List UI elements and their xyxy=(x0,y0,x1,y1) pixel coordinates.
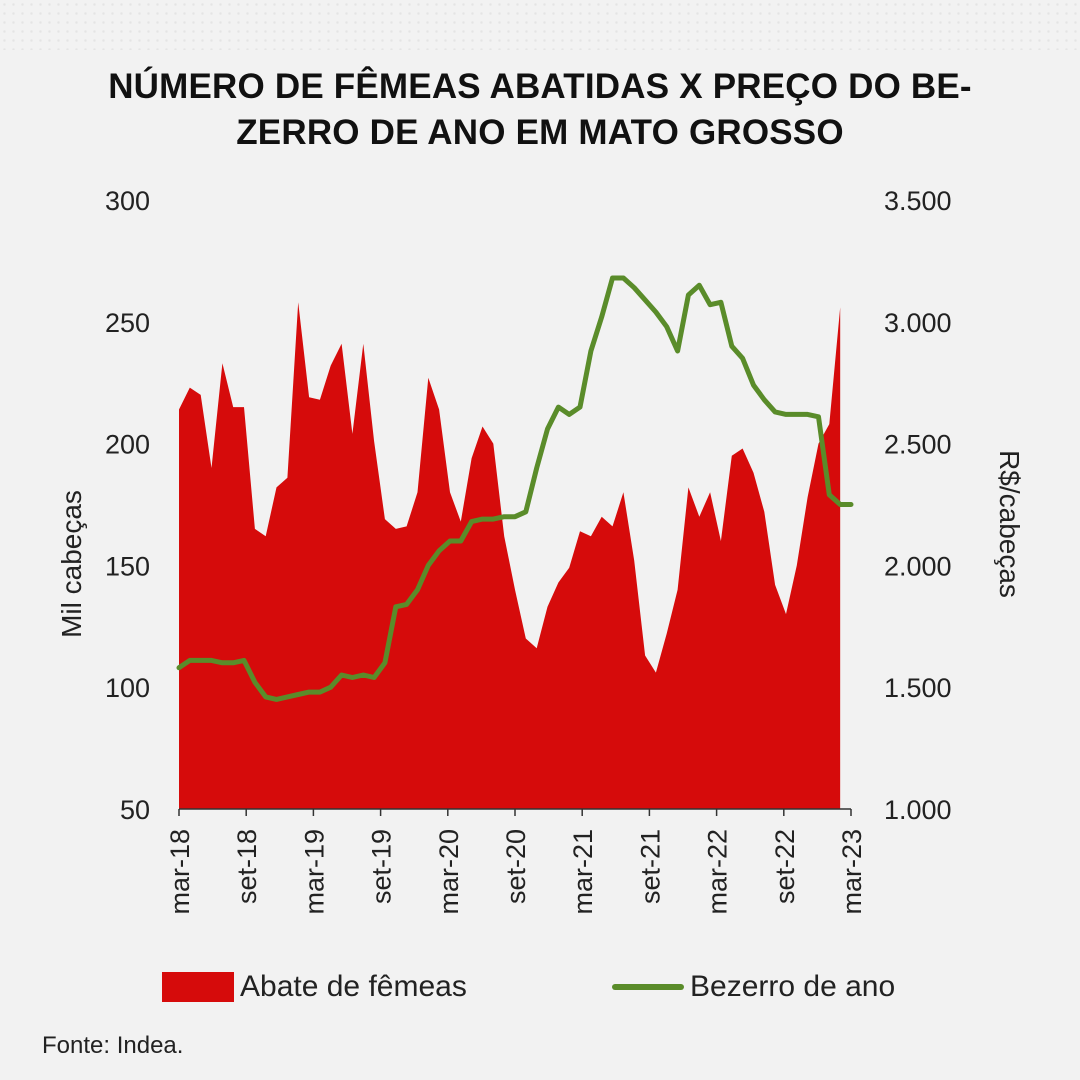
y-left-tick-label: 300 xyxy=(105,186,150,216)
x-tick-label: set-19 xyxy=(367,829,397,904)
x-tick-label: mar-22 xyxy=(703,829,733,915)
y-right-tick-label: 3.500 xyxy=(884,186,952,216)
x-tick-label: set-22 xyxy=(770,829,800,904)
legend-label-area: Abate de fêmeas xyxy=(240,970,467,1003)
x-tick-label: mar-18 xyxy=(165,829,195,915)
x-tick-label: set-18 xyxy=(232,829,262,904)
legend: Abate de fêmeas Bezerro de ano xyxy=(0,966,1080,1010)
y-left-tick-label: 250 xyxy=(105,308,150,338)
y-right-tick-label: 1.500 xyxy=(884,673,952,703)
chart-title: NÚMERO DE FÊMEAS ABATIDAS X PREÇO DO BE-… xyxy=(0,64,1080,156)
legend-item-area: Abate de fêmeas xyxy=(162,970,467,1004)
chart-svg: 300 250 200 150 100 50 3.500 3.000 2.500 2.000 1.… xyxy=(56,186,1025,915)
left-axis-ticks: 300 250 200 150 100 50 xyxy=(105,186,150,825)
x-tick-label: mar-20 xyxy=(434,829,464,915)
y-left-tick-label: 150 xyxy=(105,551,150,581)
title-line-2: ZERRO DE ANO EM MATO GROSSO xyxy=(236,113,844,152)
source-note: Fonte: Indea. xyxy=(42,1032,184,1059)
y-left-tick-label: 50 xyxy=(120,795,150,825)
series-area-abate-de-femeas xyxy=(179,302,841,809)
y-right-tick-label: 1.000 xyxy=(884,795,952,825)
y-left-tick-label: 100 xyxy=(105,673,150,703)
y-right-tick-label: 3.000 xyxy=(884,308,952,338)
series-line-bezerro-de-ano xyxy=(176,275,854,702)
y-axis-label-left: Mil cabeças xyxy=(56,490,87,638)
title-line-1: NÚMERO DE FÊMEAS ABATIDAS X PREÇO DO BE- xyxy=(108,67,972,106)
y-left-tick-label: 200 xyxy=(105,430,150,460)
x-tick-label: mar-23 xyxy=(837,829,867,915)
y-right-tick-label: 2.500 xyxy=(884,430,952,460)
x-tick-label: set-21 xyxy=(635,829,665,904)
right-axis-ticks: 3.500 3.000 2.500 2.000 1.500 1.000 xyxy=(884,186,952,825)
legend-label-line: Bezerro de ano xyxy=(690,970,896,1003)
legend-item-line: Bezerro de ano xyxy=(612,970,895,1004)
x-tick-label: mar-21 xyxy=(568,829,598,915)
legend-swatch-area xyxy=(162,972,234,1002)
x-tick-label: mar-19 xyxy=(299,829,329,915)
x-tick-label: set-20 xyxy=(501,829,531,904)
x-axis-ticks: mar-18 set-18 mar-19 set-19 mar-20 set-20 mar-… xyxy=(165,809,867,915)
y-axis-label-right: R$/cabeças xyxy=(994,450,1025,598)
legend-swatch-line xyxy=(612,984,684,990)
y-right-tick-label: 2.000 xyxy=(884,551,952,581)
